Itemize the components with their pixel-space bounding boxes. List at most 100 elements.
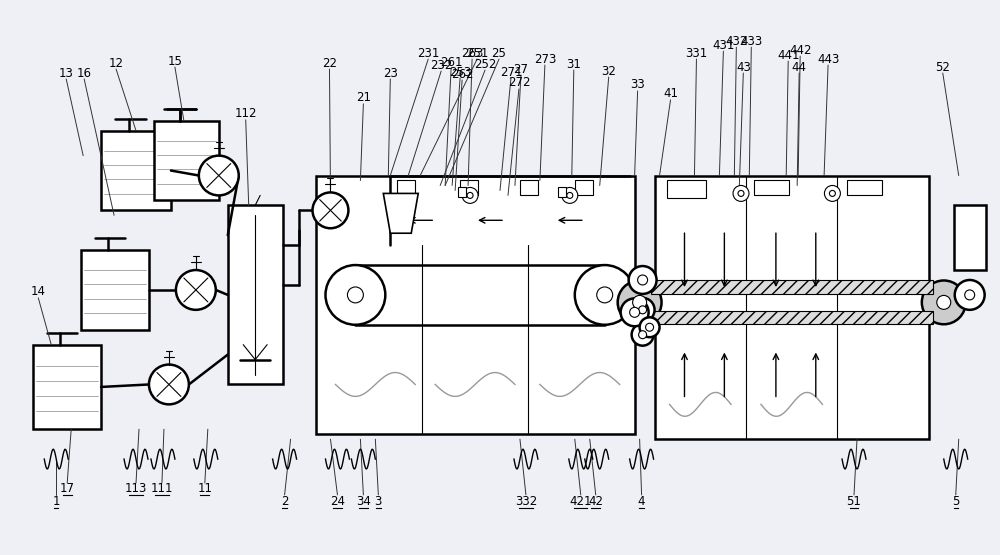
Text: 13: 13 [59, 67, 74, 79]
Circle shape [567, 193, 573, 198]
Bar [558, 188, 566, 198]
Text: 51: 51 [847, 496, 861, 508]
Circle shape [646, 323, 654, 331]
Text: 1: 1 [52, 496, 60, 508]
Text: 2: 2 [281, 496, 288, 508]
Circle shape [965, 290, 975, 300]
Circle shape [733, 185, 749, 201]
Text: 251: 251 [466, 47, 488, 59]
Circle shape [199, 155, 239, 195]
Text: 42: 42 [588, 496, 603, 508]
Text: 111: 111 [151, 482, 173, 496]
Text: 15: 15 [167, 54, 182, 68]
Circle shape [824, 185, 840, 201]
Text: 52: 52 [935, 60, 950, 74]
Bar [651, 280, 933, 294]
Circle shape [630, 307, 640, 317]
Text: 44: 44 [792, 60, 807, 74]
Text: 262: 262 [451, 68, 473, 80]
Circle shape [639, 331, 647, 339]
Bar [954, 205, 986, 270]
Circle shape [631, 298, 655, 322]
Text: 232: 232 [430, 59, 452, 72]
Circle shape [347, 287, 363, 303]
Circle shape [149, 365, 189, 405]
Bar [81, 250, 149, 330]
Bar [228, 205, 283, 385]
Text: 41: 41 [663, 88, 678, 100]
Polygon shape [383, 194, 418, 233]
Text: 3: 3 [375, 496, 382, 508]
Text: 32: 32 [601, 64, 616, 78]
Bar [655, 175, 929, 439]
Bar [667, 180, 706, 198]
Circle shape [313, 193, 348, 228]
Circle shape [629, 266, 657, 294]
Text: 272: 272 [508, 77, 530, 89]
Text: 23: 23 [383, 67, 398, 79]
Text: 12: 12 [109, 57, 124, 69]
Bar [397, 180, 415, 195]
Text: 271: 271 [500, 65, 522, 79]
Text: 231: 231 [417, 47, 439, 59]
Text: 112: 112 [234, 107, 257, 120]
Circle shape [575, 265, 635, 325]
Text: 4: 4 [638, 496, 645, 508]
Text: 253: 253 [449, 65, 471, 79]
Text: 331: 331 [685, 47, 708, 59]
Text: 21: 21 [356, 92, 371, 104]
Bar [316, 175, 635, 434]
Bar [101, 131, 171, 210]
Text: 113: 113 [125, 482, 147, 496]
Bar [847, 180, 882, 195]
Text: 332: 332 [515, 496, 537, 508]
Circle shape [829, 190, 835, 196]
Text: 17: 17 [60, 482, 75, 496]
Text: 442: 442 [789, 44, 811, 57]
Text: 421: 421 [570, 496, 592, 508]
Circle shape [632, 324, 654, 346]
Circle shape [639, 306, 647, 314]
Text: 431: 431 [712, 39, 735, 52]
Text: 24: 24 [330, 496, 345, 508]
Circle shape [633, 295, 647, 309]
Text: 252: 252 [474, 58, 496, 70]
Text: 43: 43 [736, 60, 751, 74]
Text: 14: 14 [31, 285, 46, 299]
Circle shape [955, 280, 985, 310]
Circle shape [640, 317, 660, 337]
Text: 263: 263 [461, 47, 483, 59]
Text: 31: 31 [566, 58, 581, 70]
Text: 443: 443 [817, 53, 839, 65]
Text: 432: 432 [725, 35, 748, 48]
Bar [754, 180, 789, 195]
Bar [458, 188, 466, 198]
Circle shape [562, 188, 578, 203]
Circle shape [618, 280, 662, 324]
Text: 11: 11 [197, 482, 212, 496]
Text: 16: 16 [77, 67, 92, 79]
Circle shape [937, 295, 951, 309]
Bar [520, 180, 538, 195]
Circle shape [462, 188, 478, 203]
Circle shape [325, 265, 385, 325]
Bar [460, 180, 478, 195]
Text: 33: 33 [630, 78, 645, 92]
Text: 25: 25 [492, 47, 506, 59]
Bar [154, 121, 219, 200]
Circle shape [638, 275, 648, 285]
Text: 27: 27 [513, 63, 528, 75]
Circle shape [176, 270, 216, 310]
Circle shape [467, 193, 473, 198]
Text: 261: 261 [440, 56, 462, 69]
Text: 441: 441 [777, 49, 799, 62]
Circle shape [738, 190, 744, 196]
Circle shape [597, 287, 613, 303]
Text: 5: 5 [952, 496, 959, 508]
Text: 34: 34 [356, 496, 371, 508]
Bar [33, 345, 101, 429]
Text: 273: 273 [534, 53, 556, 65]
Bar [575, 180, 593, 195]
Text: 433: 433 [740, 35, 762, 48]
Circle shape [922, 280, 966, 324]
